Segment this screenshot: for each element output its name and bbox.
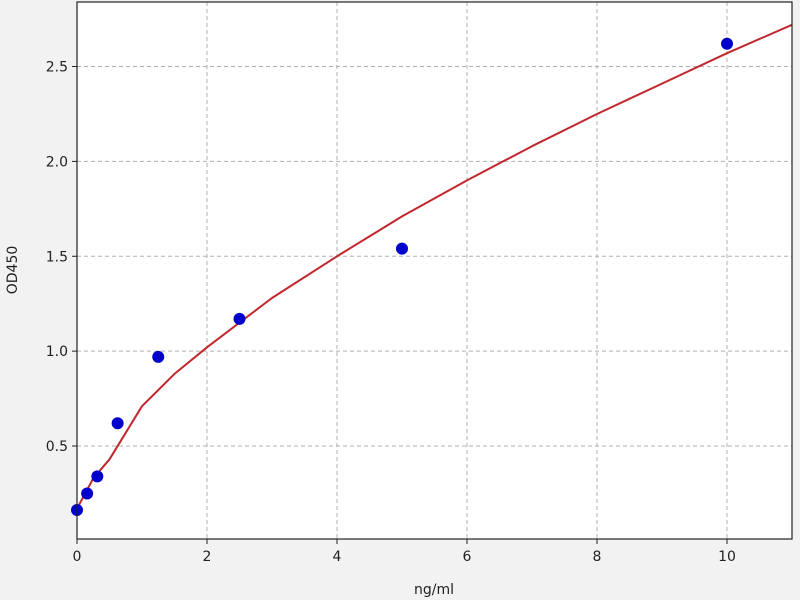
x-tick-label: 10: [718, 549, 736, 565]
data-point: [81, 487, 94, 500]
fit-curve: [76, 23, 793, 510]
grid: [76, 2, 792, 539]
data-point: [91, 470, 104, 483]
data-points: [71, 37, 733, 516]
y-tick-label: 0.5: [46, 439, 68, 455]
x-tick-label: 6: [463, 549, 472, 565]
y-axis-label: OD450: [5, 246, 21, 295]
x-axis-ticks: 0 2 4 6 8 10: [73, 539, 736, 565]
x-tick-label: 2: [203, 549, 212, 565]
data-point: [111, 417, 124, 430]
y-tick-label: 1.5: [46, 249, 68, 265]
x-tick-label: 0: [73, 549, 82, 565]
data-point: [396, 242, 408, 255]
x-tick-label: 8: [593, 549, 602, 565]
x-tick-label: 4: [333, 549, 342, 565]
y-tick-label: 1.0: [46, 344, 68, 360]
y-axis-ticks: 0.5 1.0 1.5 2.0 2.5: [46, 60, 77, 455]
data-point: [152, 350, 165, 363]
fit-curve-layer: [76, 23, 793, 510]
y-tick-label: 2.0: [46, 154, 68, 170]
data-point: [233, 312, 246, 325]
plot-frame: [76, 1, 793, 540]
y-tick-label: 2.5: [46, 60, 68, 76]
data-point: [721, 37, 733, 50]
plot-area: [77, 2, 792, 539]
x-axis-label: ng/ml: [414, 582, 454, 598]
